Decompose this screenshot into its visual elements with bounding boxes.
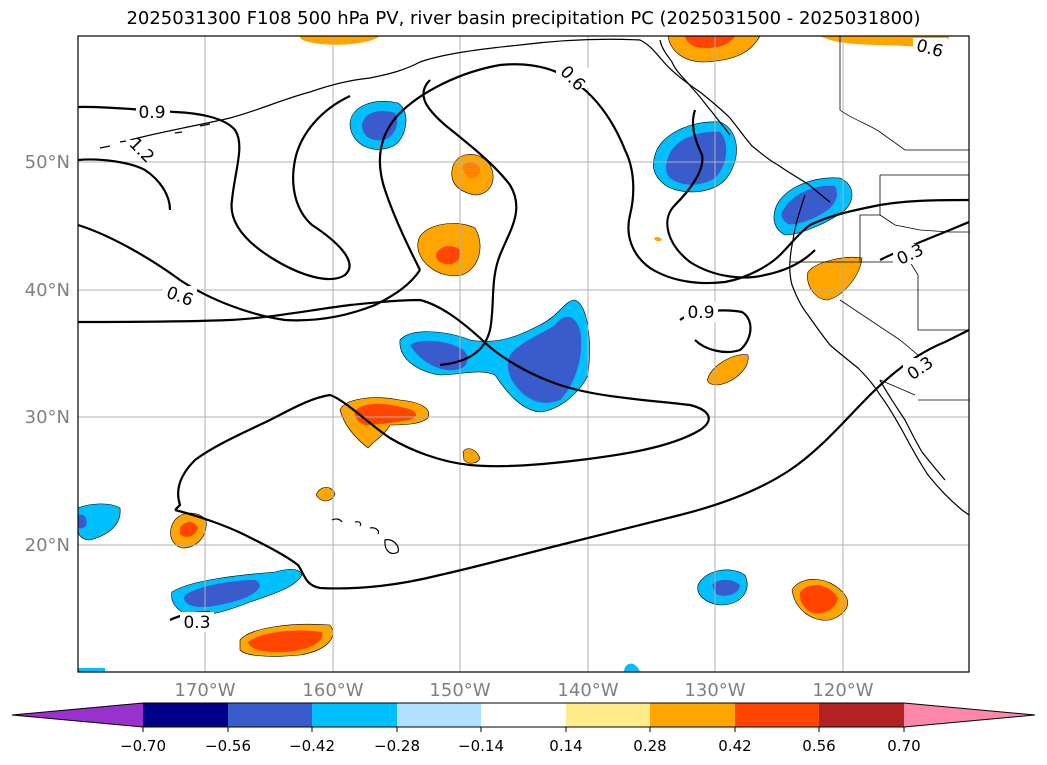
shaded-blob-small-42n <box>654 236 662 242</box>
contour-0p6-south <box>78 298 710 511</box>
lat-label-40n: 40°N <box>24 280 70 301</box>
shaded-blob-49n-150w <box>451 154 494 196</box>
shaded-blob-central-pacific <box>399 299 590 413</box>
colorbar-tick-label-7: 0.28 <box>633 737 667 755</box>
colorbar-tick-label-9: 0.56 <box>802 737 836 755</box>
contour-0p9-east <box>666 109 816 279</box>
map-frame <box>77 35 970 673</box>
contour-labels: 0.9 1.2 0.6 0.6 0.6 0.9 0.3 0.3 0.3 <box>125 36 947 633</box>
pv-contours <box>78 63 969 621</box>
contour-0p6-ridge <box>378 63 811 285</box>
colorbar-bin-8 <box>735 703 819 727</box>
map-title: 2025031300 F108 500 hPa PV, river basin … <box>126 8 921 29</box>
lat-label-20n: 20°N <box>24 535 70 556</box>
coastlines <box>99 38 969 555</box>
contour-0p9-north <box>78 95 351 280</box>
contour-0p6-east <box>809 198 969 226</box>
shaded-blob-23n <box>315 487 336 502</box>
colorbar-tick-label-4: −0.28 <box>374 737 420 755</box>
colorbar-bin-7 <box>650 703 735 727</box>
shaded-blob-43n-151w <box>417 223 481 277</box>
contour-label-0p3-sw: 0.3 <box>183 613 210 633</box>
shaded-field <box>78 36 950 672</box>
shaded-blob-bottom <box>624 663 640 672</box>
political-borders <box>790 36 969 401</box>
shaded-blob-bc-coast <box>653 121 737 193</box>
shaded-blob-33n-128w <box>707 354 749 386</box>
colorbar-tick-label-10: 0.70 <box>887 737 921 755</box>
shaded-blob-27n <box>462 448 481 464</box>
colorbar-bin-4 <box>397 703 481 727</box>
lon-label-130w: 130°W <box>684 680 746 701</box>
shaded-blob-21n-171w <box>170 512 207 549</box>
contour-1p2 <box>78 158 172 211</box>
colorbar <box>11 702 1036 732</box>
colorbar-tick-label-8: 0.42 <box>718 737 752 755</box>
colorbar-tick-label-2: −0.56 <box>205 737 251 755</box>
shaded-blob-left-edge <box>78 503 121 541</box>
contour-label-0p9-loop: 0.9 <box>687 303 714 323</box>
colorbar-tick-label-6: 0.14 <box>549 737 583 755</box>
shaded-blob-gulf-alaska <box>349 101 407 150</box>
colorbar-bin-3 <box>312 703 397 727</box>
shaded-blob-california <box>807 257 863 301</box>
colorbar-bin-9 <box>819 703 904 727</box>
contour-0p3-south <box>174 329 969 590</box>
shaded-blob-15n-122w <box>791 579 849 621</box>
shaded-blob-top-left <box>300 36 380 45</box>
lon-label-140w: 140°W <box>557 680 619 701</box>
shaded-blob-16n-129w <box>697 569 748 606</box>
map-area: 0.9 1.2 0.6 0.6 0.6 0.9 0.3 0.3 0.3 <box>78 36 969 672</box>
contour-0p3-east <box>879 220 969 261</box>
colorbar-tick-label-3: −0.42 <box>289 737 335 755</box>
shaded-blob-pacific-nw <box>773 177 853 236</box>
shaded-blob-13n-163w <box>239 623 334 657</box>
lon-label-120w: 120°W <box>812 680 874 701</box>
shaded-blob-bottom-left <box>78 668 105 672</box>
colorbar-bin-6 <box>566 703 650 727</box>
colorbar-bin-1 <box>143 703 228 727</box>
colorbar-tick-label-5: −0.14 <box>458 737 504 755</box>
colorbar-bin-5 <box>481 703 566 727</box>
gridlines <box>78 36 969 672</box>
lon-label-160w: 160°W <box>302 680 364 701</box>
colorbar-ticks <box>142 727 905 732</box>
shaded-blob-top-center <box>667 36 761 63</box>
contour-label-0p9-nw: 0.9 <box>138 103 165 123</box>
lon-label-150w: 150°W <box>429 680 491 701</box>
lon-label-170w: 170°W <box>174 680 236 701</box>
lat-label-30n: 30°N <box>24 407 70 428</box>
colorbar-extend-high <box>904 703 1035 727</box>
lat-label-50n: 50°N <box>24 152 70 173</box>
colorbar-extend-low <box>12 703 143 727</box>
shaded-blob-31n-155w <box>339 397 430 449</box>
colorbar-bin-2 <box>228 703 312 727</box>
colorbar-tick-label-1: −0.70 <box>120 737 166 755</box>
contour-0p9-center <box>422 79 518 367</box>
